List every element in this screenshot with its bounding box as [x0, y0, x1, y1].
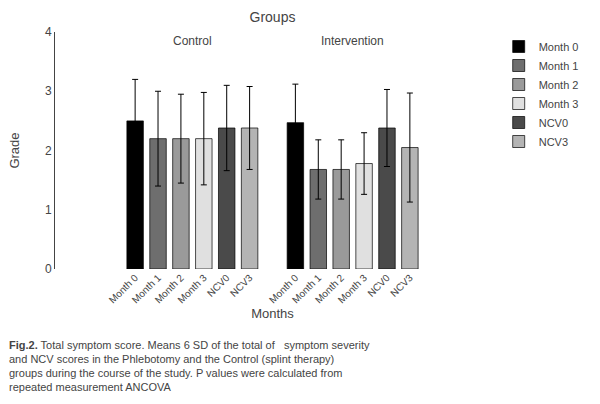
svg-text:Grade: Grade — [7, 132, 22, 168]
svg-text:Month 2: Month 2 — [313, 272, 347, 306]
svg-text:NCV3: NCV3 — [228, 272, 255, 299]
svg-text:NCV3: NCV3 — [539, 136, 568, 148]
svg-text:and NCV scores in the Phleboto: and NCV scores in the Phlebotomy and the… — [9, 353, 334, 365]
svg-text:Month 0: Month 0 — [267, 272, 301, 306]
svg-text:Month 3: Month 3 — [336, 272, 370, 306]
svg-text:Month 1: Month 1 — [539, 60, 579, 72]
svg-text:Month 3: Month 3 — [175, 272, 209, 306]
svg-text:repeated measurement ANCOVA: repeated measurement ANCOVA — [9, 381, 171, 393]
svg-text:NCV0: NCV0 — [539, 117, 568, 129]
svg-text:NCV3: NCV3 — [388, 272, 415, 299]
svg-text:Month 1: Month 1 — [130, 272, 164, 306]
svg-text:Month 3: Month 3 — [539, 98, 579, 110]
svg-text:Month 2: Month 2 — [153, 272, 187, 306]
svg-text:Control: Control — [173, 34, 212, 48]
svg-text:3: 3 — [45, 84, 52, 98]
svg-text:Groups: Groups — [250, 9, 296, 25]
svg-text:Month 0: Month 0 — [107, 272, 141, 306]
svg-text:Months: Months — [251, 306, 294, 321]
svg-text:4: 4 — [45, 25, 52, 39]
svg-text:groups during the course of th: groups during the course of the study. P… — [9, 367, 342, 379]
svg-text:Month 1: Month 1 — [290, 272, 324, 306]
svg-text:Month 2: Month 2 — [539, 79, 579, 91]
svg-text:1: 1 — [45, 203, 52, 217]
svg-text:Month 0: Month 0 — [539, 41, 579, 53]
svg-text:2: 2 — [45, 144, 52, 158]
svg-text:NCV0: NCV0 — [205, 272, 232, 299]
svg-text:0: 0 — [45, 262, 52, 276]
svg-text:NCV0: NCV0 — [365, 272, 392, 299]
svg-text:Fig.2. Total symptom score. Me: Fig.2. Total symptom score. Means 6 SD o… — [9, 339, 370, 351]
svg-text:Intervention: Intervention — [321, 34, 384, 48]
